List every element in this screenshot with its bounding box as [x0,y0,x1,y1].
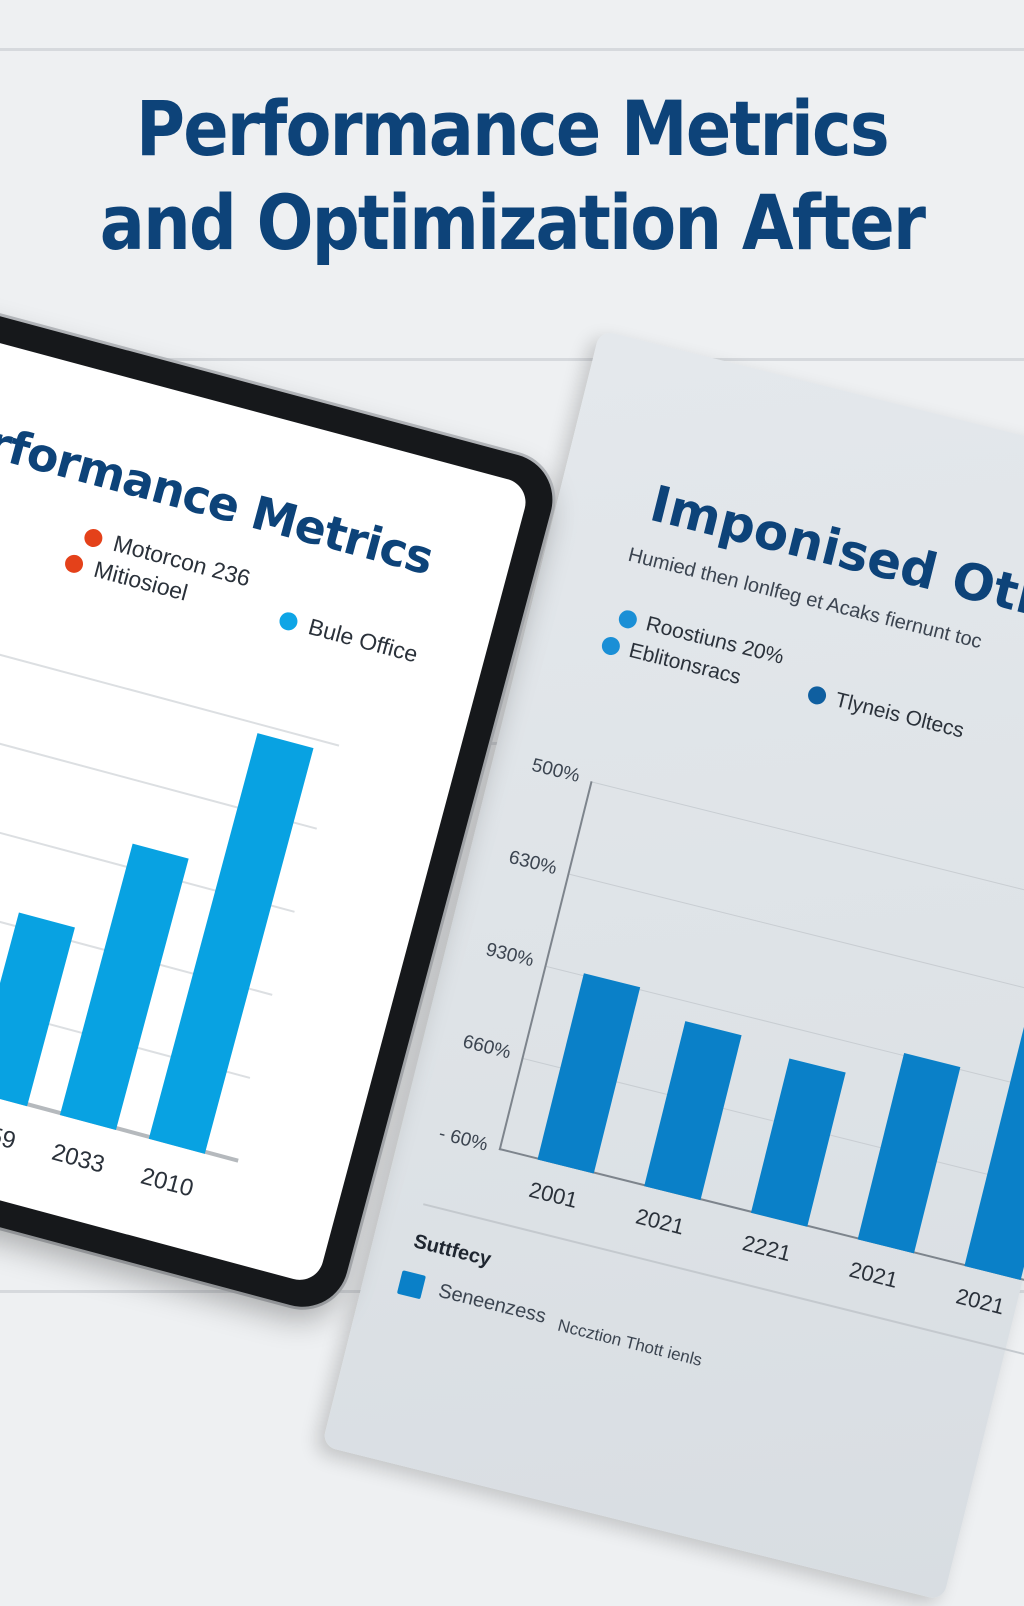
report-legend-item: Tlyneis Oltecs [805,682,966,744]
report-bar-chart: 500% 630% 930% 660% - 60% 2001 2021 2221 20… [437,755,1024,1319]
gridline [0,623,340,747]
chart-bar [0,912,75,1107]
legend-swatch-icon [396,1270,426,1300]
summary-label: Seneenzess [436,1279,549,1328]
legend-dot-icon [63,552,86,575]
y-tick: - 60% [436,1123,490,1156]
tablet-legend-item: Bule Office [276,605,421,668]
plank-seam [0,48,1024,51]
x-tick: 2010 [137,1162,197,1203]
chart-bar [964,985,1024,1280]
x-tick: 2021 [633,1203,687,1240]
chart-bar [537,972,641,1174]
summary-note: Nccztion Thott ienls [555,1315,704,1370]
legend-dot-icon [82,526,105,549]
x-tick: 2001 [526,1176,581,1213]
tablet-bar-chart: 20392039225920332010 [0,623,340,1202]
y-tick: 500% [529,754,582,787]
page-title-line2: and Optimization After [99,178,926,267]
x-tick: 2221 [740,1230,794,1267]
summary-title: Suttfecy [411,1230,494,1271]
page-title: Performance Metrics and Optimization Aft… [0,82,1024,270]
legend-dot-icon [806,684,828,707]
y-tick: 930% [483,939,536,972]
chart-bar [857,1052,961,1254]
chart-bar [148,733,314,1154]
x-tick: 2021 [846,1256,901,1293]
x-tick: 2259 [0,1114,19,1155]
legend-dot-icon [616,608,639,631]
legend-dot-icon [277,609,300,632]
y-tick: 630% [506,846,559,880]
x-tick: 2021 [953,1283,1008,1320]
gridline [590,781,1024,918]
page-title-line1: Performance Metrics [136,84,890,173]
x-tick: 2033 [48,1138,108,1179]
y-tick: 660% [460,1031,513,1064]
legend-dot-icon [599,635,622,657]
chart-bar [750,1058,846,1227]
plank-seam [0,358,1024,361]
chart-bar [644,1020,742,1201]
